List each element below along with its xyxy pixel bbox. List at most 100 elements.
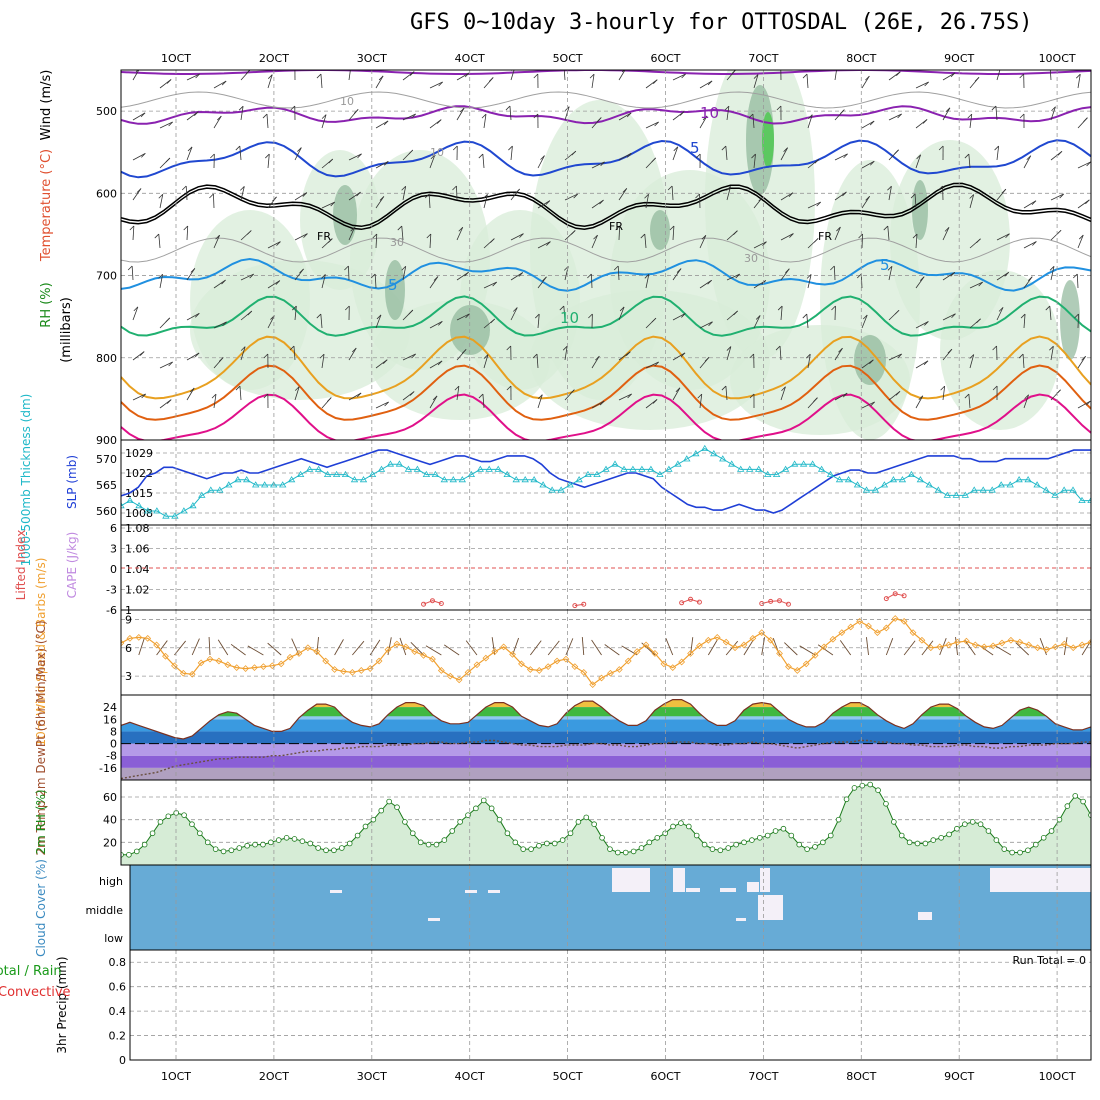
- wind-barb-flag: [950, 72, 956, 78]
- barb-10m: [725, 640, 739, 656]
- thickness-point: [1051, 491, 1059, 498]
- wind-barb: [699, 279, 712, 289]
- wind-barb-flag: [221, 279, 226, 285]
- wind-barb: [483, 281, 497, 289]
- rh-point: [583, 814, 590, 821]
- chart-title: GFS 0~10day 3-hourly for OTTOSDAL (26E, …: [410, 10, 1033, 35]
- wind-barb-flag: [627, 393, 632, 399]
- thickness-point: [512, 476, 520, 483]
- rh-point: [693, 832, 700, 839]
- rh-point: [607, 846, 613, 852]
- wind-barb-flag: [923, 360, 929, 366]
- rh-side-label: RH (%): [39, 282, 54, 327]
- wind-barb-flag: [681, 73, 686, 79]
- wind-barb-flag: [783, 147, 788, 152]
- wind-barb-flag: [194, 352, 200, 358]
- pressure-tick-label: 600: [96, 187, 117, 200]
- barb-10m: [138, 637, 145, 656]
- wind-barb: [672, 352, 686, 361]
- barb-10m: [191, 638, 200, 656]
- wind-barb-flag: [1059, 193, 1064, 199]
- wind-barb: [536, 354, 539, 369]
- wind-barb-flag: [513, 307, 518, 312]
- rh-point: [780, 825, 787, 832]
- wind-barb-flag: [1083, 117, 1088, 122]
- rh-point: [741, 839, 747, 846]
- wind-barb: [1049, 70, 1052, 81]
- wind-barb-flag: [758, 196, 764, 202]
- wind-barb-flag: [454, 385, 460, 391]
- wind-speed-point: [571, 663, 579, 671]
- thickness-point: [234, 476, 242, 483]
- rh-point: [181, 812, 187, 818]
- slp-tick-label: 1015: [125, 487, 153, 500]
- wind-speed-point: [304, 644, 312, 652]
- warm-temp-contour: [121, 364, 1091, 421]
- wind-speed-point: [998, 639, 1006, 647]
- rh-point: [962, 821, 968, 827]
- wind-barb: [240, 273, 254, 281]
- cloud-gap: [488, 890, 500, 893]
- wind-barb-flag: [1004, 272, 1010, 277]
- wind-barb-flag: [626, 112, 632, 118]
- wind-barb: [375, 401, 389, 409]
- wind-barb-flag: [673, 146, 679, 152]
- thickness-point: [710, 450, 718, 457]
- wind-barb: [752, 114, 755, 129]
- thickness-point: [153, 507, 161, 514]
- wind-barb: [1076, 273, 1079, 289]
- wind-barb-flag: [992, 345, 997, 351]
- wind-barb: [942, 313, 956, 321]
- wind-barb: [779, 346, 782, 361]
- rh-point: [1017, 849, 1023, 856]
- wind-barb-flag: [129, 225, 135, 231]
- wind-barb-flag: [916, 154, 921, 160]
- wind-barb-flag: [464, 72, 470, 78]
- day-label-bottom: 6OCT: [650, 1070, 680, 1083]
- wind-barb: [618, 188, 628, 201]
- wind-barb: [239, 386, 242, 401]
- wind-side-label: Wind (m/s): [39, 70, 54, 141]
- wind-speed-point: [277, 660, 285, 668]
- rh-point: [1056, 816, 1063, 823]
- thickness-point: [458, 476, 467, 483]
- wind-barb-flag: [897, 353, 902, 359]
- wind-barb-flag: [619, 306, 625, 312]
- panel-frame: [120, 609, 1092, 696]
- wind-barb: [1050, 346, 1054, 361]
- cloud-gap: [465, 890, 477, 893]
- barb-10m: [604, 644, 620, 656]
- wind-barb-flag: [721, 145, 727, 151]
- wind-barb-flag: [139, 351, 145, 356]
- wind-barb-flag: [680, 352, 686, 358]
- wind-barb-flag: [350, 226, 355, 232]
- wind-speed-point: [615, 666, 623, 673]
- wind-barb-flag: [490, 238, 495, 243]
- wind-barb-flag: [211, 393, 217, 399]
- rh-point: [977, 821, 984, 827]
- wind-barb: [726, 106, 730, 121]
- wind-barb-flag: [679, 111, 685, 116]
- wind-barb: [266, 114, 269, 129]
- wind-barb-flag: [858, 233, 863, 239]
- wind-barb: [158, 234, 161, 249]
- wind-barb-flag: [540, 155, 545, 160]
- precip-convective-label: Convective: [0, 985, 71, 1000]
- temperature-band: [121, 767, 1091, 780]
- wind-barb-flag: [869, 160, 875, 166]
- wind-barb-flag: [353, 109, 359, 114]
- cloud-cover-panel: high middle low: [85, 865, 1091, 950]
- wind-barb: [537, 241, 551, 249]
- wind-barb: [861, 401, 875, 409]
- wind-barb-flag: [187, 146, 193, 152]
- wind-barb-flag: [695, 193, 700, 199]
- wind-speed-point: [918, 636, 926, 644]
- wind-barb-flag: [842, 191, 847, 197]
- wind-barb-flag: [299, 268, 304, 274]
- wind-speed-point: [121, 639, 125, 647]
- wind-barb: [806, 314, 809, 329]
- contour-label: 30: [744, 252, 758, 265]
- wind-barb: [537, 200, 551, 209]
- rh-point: [930, 837, 937, 843]
- wind-speed-point: [865, 622, 872, 630]
